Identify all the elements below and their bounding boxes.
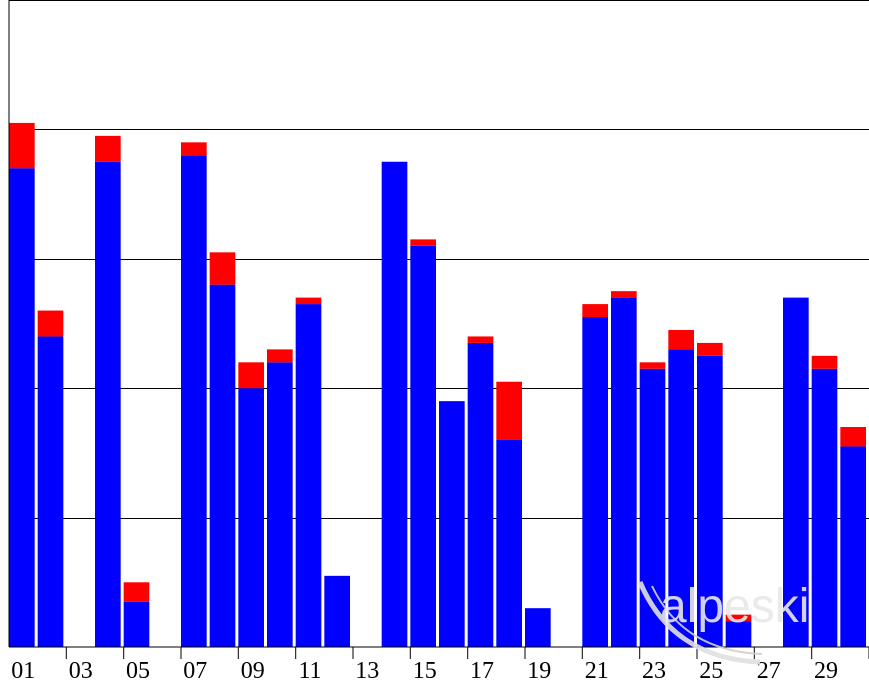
x-ticks: 01 03 05 07 09 11 13 15 17 19 21 23 25 27 29: [11, 647, 869, 680]
axes: [8, 0, 869, 648]
x-tick-label-25: 25: [699, 658, 723, 680]
bar-16-series-1: [439, 401, 465, 647]
watermark-text: alpeski: [660, 580, 809, 633]
bar-21-series-2: [582, 304, 608, 318]
bar-07-series-1: [181, 155, 207, 647]
bar-30-series-1: [840, 446, 866, 647]
bar-01-series-1: [9, 168, 35, 647]
bar-08-series-1: [209, 284, 236, 647]
bar-07-series-2: [181, 142, 207, 156]
bar-08-series-2: [209, 252, 236, 285]
x-tick-label-27: 27: [757, 658, 781, 680]
bar-26-series-2: [725, 614, 752, 622]
bar-11-series-2: [295, 297, 322, 305]
bar-14-series-1: [381, 161, 408, 647]
x-tick-label-29: 29: [814, 658, 838, 680]
bar-04-series-1: [95, 161, 121, 647]
x-tick-label-15: 15: [413, 658, 437, 680]
x-tick-label-03: 03: [69, 658, 93, 680]
x-tick-label-13: 13: [355, 658, 379, 680]
bar-15-series-2: [410, 239, 436, 246]
bar-10-series-1: [267, 362, 293, 647]
bar-18-series-2: [496, 381, 522, 440]
bar-26-series-1: [725, 621, 752, 647]
bar-01-series-2: [9, 122, 35, 169]
x-tick-label-01: 01: [11, 658, 35, 680]
bar-09-series-2: [238, 362, 264, 389]
bar-11-series-1: [295, 304, 322, 647]
bar-17-series-1: [467, 342, 494, 647]
bar-05-series-1: [123, 601, 150, 647]
bar-02-series-2: [37, 310, 64, 337]
bars: [9, 122, 866, 648]
bar-02-series-1: [37, 336, 64, 647]
bar-25-series-2: [697, 342, 723, 356]
bar-21-series-1: [582, 317, 608, 647]
bar-22-series-1: [611, 297, 637, 647]
bar-04-series-2: [95, 135, 121, 162]
bar-30-series-2: [840, 427, 866, 447]
bar-12-series-1: [324, 575, 350, 647]
bar-15-series-1: [410, 245, 436, 648]
x-tick-label-17: 17: [470, 658, 494, 680]
x-tick-label-21: 21: [585, 658, 609, 680]
bar-22-series-2: [611, 291, 637, 298]
watermark-logo: alpeski: [637, 580, 809, 665]
x-tick-label-05: 05: [126, 658, 150, 680]
bar-17-series-2: [467, 336, 494, 343]
x-tick-label-07: 07: [183, 658, 207, 680]
x-tick-label-11: 11: [298, 658, 321, 680]
bar-10-series-2: [267, 349, 293, 363]
bar-24-series-1: [668, 349, 694, 647]
watermark-swoosh-icon: [637, 581, 761, 665]
bar-24-series-2: [668, 329, 694, 350]
bar-05-series-2: [123, 582, 150, 602]
bar-29-series-1: [811, 368, 838, 647]
x-tick-label-09: 09: [241, 658, 265, 680]
bar-18-series-1: [496, 439, 522, 647]
bar-09-series-1: [238, 388, 264, 647]
bar-28-series-1: [783, 297, 809, 647]
y-gridlines: [9, 0, 869, 519]
x-tick-label-23: 23: [642, 658, 666, 680]
x-tick-label-19: 19: [527, 658, 551, 680]
bar-29-series-2: [811, 355, 838, 369]
bar-25-series-1: [697, 355, 723, 647]
bar-23-series-2: [639, 362, 666, 369]
bar-19-series-1: [525, 608, 551, 647]
watermark-swoosh-icon-2: [651, 585, 763, 655]
